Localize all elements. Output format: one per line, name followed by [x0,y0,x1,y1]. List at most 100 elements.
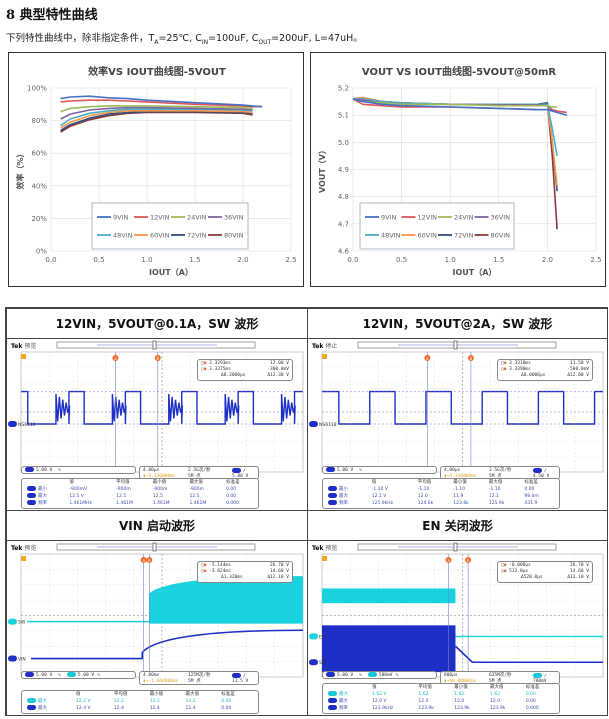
cursor-readout: □● 3.3293ms 12.00 V ○● 3.3375ms -300.0mV Δ… [197,359,293,381]
ch1-label: NS6118 [18,422,36,428]
measurement-row: 频率 123.9kHz 123.9k 123.9k 123.9k 0.000 [326,705,556,712]
vout-chart: VOUT VS IOUT曲线图-5VOUT@50mR 0.0 0.5 1.0 1.5 2.… [310,52,606,287]
oscilloscope-screen: Tek 预览 EN SW a b □● -8.000μs 26.70 V ○● 512.0μs… [308,542,607,715]
scope-graticule: SW VIN a b [8,542,304,678]
ch1-label: SW [319,660,327,666]
svg-text:2.0: 2.0 [237,256,248,264]
measurement-row: 最大 12.5 V 12.5 12.5 12.5 0.00 [25,493,255,500]
ch2-marker[interactable] [8,618,17,625]
ch2-label: EN [319,634,325,640]
channel-scale-readout[interactable]: 5.00 V ∿ 500mV ∿ [322,671,437,679]
legend-entry: 24VIN [454,214,474,222]
legend-entry: 80VIN [491,232,511,240]
channel-scale-readout[interactable]: 5.00 V ∿ [21,466,136,474]
svg-text:20%: 20% [31,215,47,223]
waveform-cell-sw-light-load: 12VIN，5VOUT@0.1A，SW 波形 Tek 预览 NS6118 a b □● 3.… [6,308,308,511]
record-position-marker[interactable] [453,542,458,552]
svg-text:1.0: 1.0 [141,256,152,264]
y-axis-label: 效率（%） [15,149,25,189]
waveform-cell-en-shutdown: EN 关闭波形 Tek 预览 EN SW a b □● -8.000μs 26.70 V ○● … [307,510,608,716]
section-description: 下列特性曲线中，除非指定条件，TA=25℃, CIN=100uF, COUT=2… [6,33,363,46]
efficiency-chart-plot: 效率VS IOUT曲线图-5VOUT 0.0 0.5 1.0 1.5 2.0 2.5 0% 20… [15,65,297,277]
measurement-row: 频率 125.9kHz 124.6k 123.6k 125.9k 431.9 [326,500,556,507]
chart-grid: 0.0 0.5 1.0 1.5 2.0 2.5 4.6 4.7 4.8 4.9 5.0 5.1 5.2 [338,85,602,265]
scope-graticule: NS6118 a b [8,340,304,473]
measurement-table: 值平均值 最小值 最大值 标准差 最大 12.2 V 12.2 12.2 12.2 0.00 最大 1… [21,690,259,714]
series-line [60,105,253,113]
svg-text:4.9: 4.9 [338,166,349,174]
svg-text:1.0: 1.0 [445,256,456,264]
sw-waveform-trace [21,390,303,425]
record-position-marker[interactable] [152,340,157,350]
svg-text:a: a [142,558,145,563]
ch2-marker[interactable] [309,633,318,640]
legend-entry: 36VIN [224,214,244,222]
oscilloscope-screen: Tek 停止 NS6118 a b □● 3.3310ms 11.50 V ○● 3.339… [308,340,607,510]
ch1-label: VIN [18,657,26,663]
channel-scale-readout[interactable]: 5.00 V ∿ 5.00 V ∿ [21,671,136,679]
vout-chart-plot: VOUT VS IOUT曲线图-5VOUT@50mR 0.0 0.5 1.0 1.5 2.… [317,65,602,277]
measurement-table: 值平均值 最小值 最大值 标准差 最小 -1.10 V -1.10 -1.10 -1.10 0.0… [322,478,560,509]
waveform-table: 12VIN，5VOUT@0.1A，SW 波形 Tek 预览 NS6118 a b □● 3.… [5,307,608,716]
chart-series [60,95,263,133]
svg-text:40%: 40% [31,182,47,190]
measurement-row: 最小 -1.10 V -1.10 -1.10 -1.10 0.00 [326,486,556,493]
legend-entry: 48VIN [113,232,133,240]
svg-text:b: b [148,558,151,563]
cursor-readout: □● 3.3310ms 11.50 V ○● 3.3390ms -500.0mV Δ… [497,359,593,381]
en-prior-trace [322,588,456,604]
channel-scale-readout[interactable]: 5.00 V ∿ [322,466,437,474]
waveform-title: EN 关闭波形 [308,511,607,541]
svg-text:0.5: 0.5 [93,256,104,264]
svg-text:0%: 0% [36,248,47,256]
trigger-marker-icon [21,556,26,561]
measurement-row: 最大 12.0 V 12.0 12.0 12.0 0.00 [326,698,556,705]
svg-text:60%: 60% [31,150,47,158]
svg-text:0.5: 0.5 [396,256,407,264]
measurement-row: 最大 12.2 V 12.2 12.2 12.2 0.00 [25,698,255,705]
svg-text:2.0: 2.0 [542,256,553,264]
cursor-readout: □● -5.144ms 26.70 V ○● -3.824ms 14.60 V Δ1… [197,561,293,583]
waveform-title: VIN 启动波形 [7,511,307,541]
svg-text:2.5: 2.5 [285,256,296,264]
svg-text:4.8: 4.8 [338,193,349,201]
cursor-a-marker[interactable] [140,557,147,563]
tek-status: Tek 停止 [312,343,338,350]
svg-text:0.0: 0.0 [45,256,56,264]
horizontal-readout[interactable]: 4.00ms 125M次/秒 / ▮→-1.944000ms 5M 点 11.5 V [139,671,259,685]
cursor-a-marker[interactable] [424,355,431,361]
ch1-marker[interactable] [8,655,17,662]
svg-text:5.2: 5.2 [338,85,349,93]
legend-entry: 24VIN [187,214,207,222]
cursor-a-marker[interactable] [112,355,119,361]
svg-text:0.0: 0.0 [347,256,358,264]
chart-series [352,96,568,230]
chart-title: VOUT VS IOUT曲线图-5VOUT@50mR [362,65,557,78]
tek-status: Tek 预览 [11,343,37,350]
cursor-a-marker[interactable] [445,557,452,563]
svg-text:2.5: 2.5 [590,256,601,264]
cursor-b-marker[interactable] [467,355,474,361]
record-position-marker[interactable] [453,340,458,350]
svg-text:a: a [447,558,450,563]
measurement-row: 最大 12.1 V 12.0 11.9 12.1 98.0m [326,493,556,500]
series-line [60,110,253,129]
legend-entry: 72VIN [454,232,474,240]
series-line [60,110,253,132]
ch1-marker[interactable] [309,659,318,666]
waveform-cell-sw-heavy-load: 12VIN，5VOUT@2A，SW 波形 Tek 停止 NS6118 a b □● 3.33… [307,308,608,511]
cursor-b-marker[interactable] [154,355,161,361]
record-position-marker[interactable] [152,542,157,552]
svg-text:100%: 100% [27,85,47,93]
cursor-b-marker[interactable] [146,557,153,563]
ch1-marker[interactable] [8,421,17,427]
legend-entry: 80VIN [224,232,244,240]
legend-entry: 12VIN [150,214,170,222]
waveform-cell-vin-startup: VIN 启动波形 Tek 预览 SW VIN a b □● -5.144ms 26.70 V ○… [6,510,308,716]
series-line [60,106,253,120]
chart-title: 效率VS IOUT曲线图-5VOUT [88,65,226,78]
cursor-b-marker[interactable] [465,557,472,563]
scope-graticule: NS6118 a b [309,340,604,473]
ch2-label: SW [18,620,26,626]
ch1-marker[interactable] [309,421,318,427]
